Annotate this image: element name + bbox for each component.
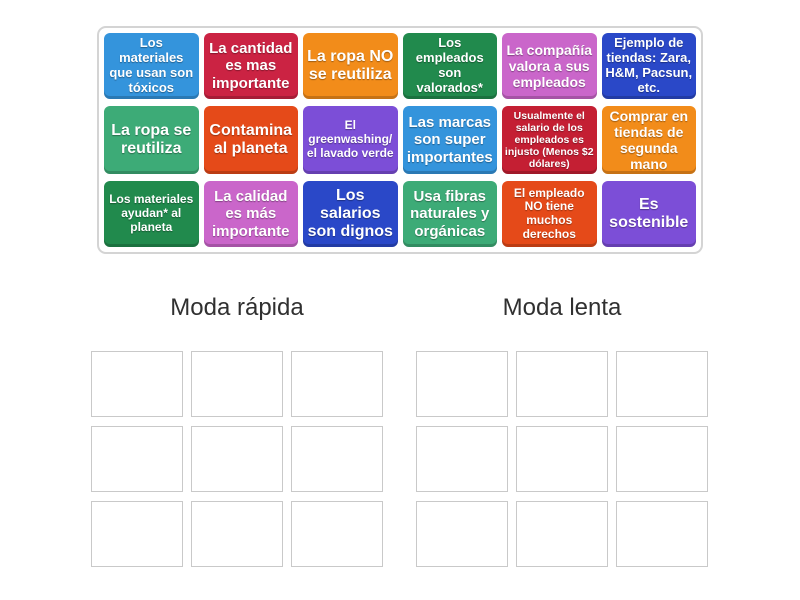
- group-title-moda-rapida: Moda rápida: [170, 294, 304, 321]
- drop-slot[interactable]: [516, 426, 608, 492]
- tile-materiales-ayudan[interactable]: Los materiales ayudan* al planeta: [104, 181, 199, 247]
- slot-grid-moda-lenta: [416, 351, 708, 567]
- tile-greenwashing[interactable]: El greenwashing/ el lavado verde: [303, 105, 398, 175]
- tile-ejemplo-tiendas[interactable]: Ejemplo de tiendas: Zara, H&M, Pacsun, e…: [601, 33, 696, 99]
- tile-cantidad-importante[interactable]: La cantidad es mas importante: [203, 33, 298, 99]
- tile-salarios-dignos[interactable]: Los salarios son dignos: [303, 181, 398, 247]
- drop-slot[interactable]: [291, 501, 383, 567]
- drop-slot[interactable]: [191, 426, 283, 492]
- drop-slot[interactable]: [416, 426, 508, 492]
- tile-bank: Los materiales que usan son tóxicos La c…: [97, 26, 703, 254]
- tile-ropa-no-reutiliza[interactable]: La ropa NO se reutiliza: [303, 33, 398, 99]
- tile-segunda-mano[interactable]: Comprar en tiendas de segunda mano: [601, 105, 696, 175]
- group-title-moda-lenta: Moda lenta: [502, 294, 622, 321]
- tile-ropa-se-reutiliza[interactable]: La ropa se reutiliza: [104, 105, 199, 175]
- tile-compania-valora[interactable]: La compañía valora a sus empleados: [502, 33, 597, 99]
- drop-slot[interactable]: [416, 351, 508, 417]
- tile-materiales-toxicos[interactable]: Los materiales que usan son tóxicos: [104, 33, 199, 99]
- drop-slot[interactable]: [416, 501, 508, 567]
- tile-empleado-sin-derechos[interactable]: El empleado NO tiene muchos derechos: [502, 181, 597, 247]
- drop-slot[interactable]: [616, 426, 708, 492]
- drop-slot[interactable]: [291, 351, 383, 417]
- drop-slot[interactable]: [516, 501, 608, 567]
- tile-marcas-importantes[interactable]: Las marcas son super importantes: [402, 105, 497, 175]
- tile-fibras-naturales[interactable]: Usa fibras naturales y orgánicas: [402, 181, 497, 247]
- tile-es-sostenible[interactable]: Es sostenible: [601, 181, 696, 247]
- group-moda-rapida: Moda rápida: [91, 290, 383, 567]
- drop-slot[interactable]: [191, 501, 283, 567]
- drop-slot[interactable]: [91, 426, 183, 492]
- drop-slot[interactable]: [191, 351, 283, 417]
- tile-salario-injusto[interactable]: Usualmente el salario de los empleados e…: [502, 105, 597, 175]
- drop-slot[interactable]: [291, 426, 383, 492]
- tile-calidad-importante[interactable]: La calidad es más importante: [203, 181, 298, 247]
- group-moda-lenta: Moda lenta: [416, 290, 708, 567]
- drop-slot[interactable]: [91, 351, 183, 417]
- tile-contamina-planeta[interactable]: Contamina al planeta: [203, 105, 298, 175]
- drop-slot[interactable]: [516, 351, 608, 417]
- slot-grid-moda-rapida: [91, 351, 383, 567]
- drop-slot[interactable]: [616, 501, 708, 567]
- drop-slot[interactable]: [616, 351, 708, 417]
- drop-slot[interactable]: [91, 501, 183, 567]
- tile-empleados-valorados[interactable]: Los empleados son valorados*: [402, 33, 497, 99]
